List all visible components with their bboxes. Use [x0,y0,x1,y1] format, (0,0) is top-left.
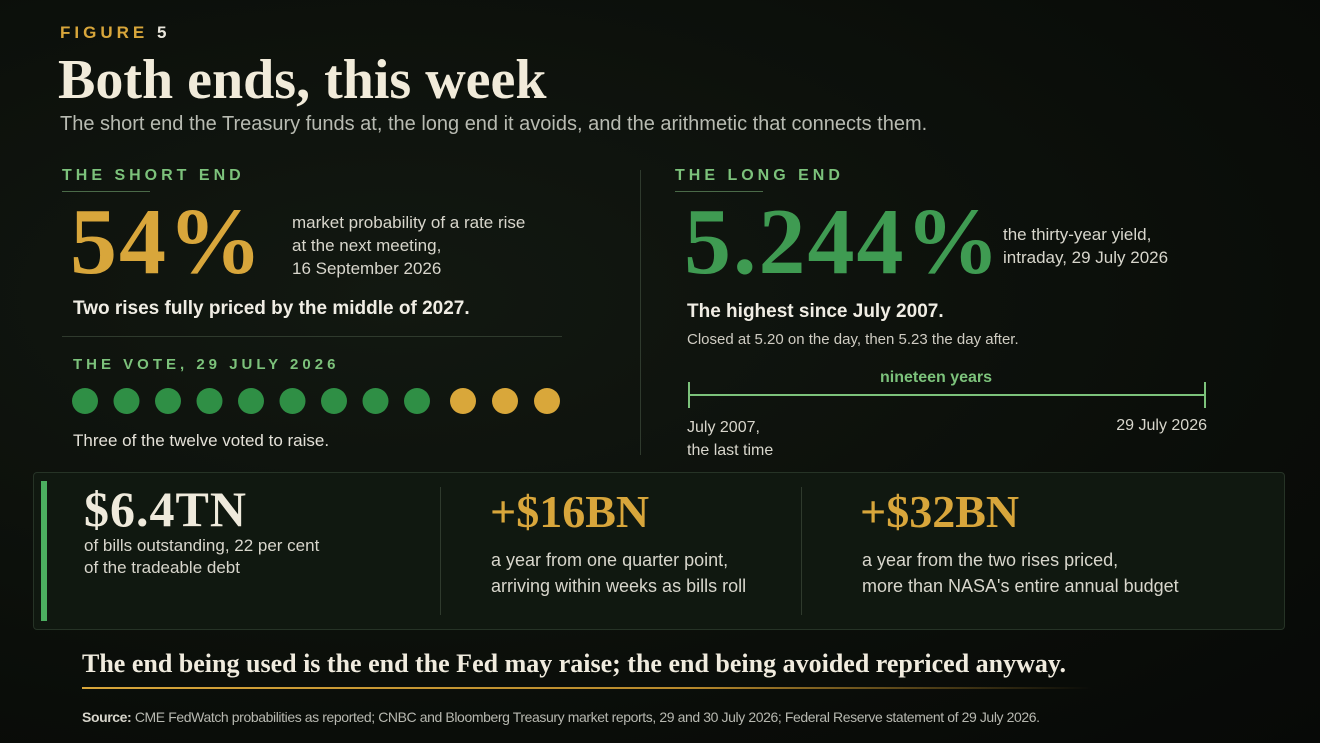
source-text: CME FedWatch probabilities as reported; … [134,709,1040,725]
vote-heading: THE VOTE, 29 JULY 2026 [73,356,340,373]
raise-dots [450,388,560,414]
note-line: of the tradeable debt [84,558,240,577]
stat-note: a year from the two rises priced, more t… [862,547,1179,599]
note-line: a year from the two rises priced, [862,550,1119,570]
vote-caption: Three of the twelve voted to raise. [73,431,330,450]
long-end-value: 5.244% [684,190,1002,294]
dot [72,388,98,414]
note-line: arriving within weeks as bills roll [491,576,747,596]
subtitle: The short end the Treasury funds at, the… [60,113,928,135]
conclusion-rule [82,687,1092,689]
rule [675,191,763,192]
long-end-detail: Closed at 5.20 on the day, then 5.23 the… [687,331,1019,348]
timeline-start-line: July 2007, [687,419,760,436]
hold-dots [72,388,430,414]
dot [534,388,560,414]
timeline-start: July 2007, the last time [687,416,773,462]
conclusion: The end being used is the end the Fed ma… [82,649,1066,678]
divider [62,336,562,337]
stat-value: +$16BN [490,486,650,537]
timeline [688,382,1206,408]
dot [196,388,223,414]
dot [450,388,476,414]
title: Both ends, this week [58,49,547,111]
dot [155,388,181,414]
figure-tag: FIGURE 5 [60,23,170,43]
note-line: of bills outstanding, 22 per cent [84,536,320,555]
note-line: intraday, 29 July 2026 [1003,248,1169,267]
dot [362,388,389,414]
source: Source: CME FedWatch probabilities as re… [82,709,1040,725]
timeline-span: nineteen years [879,369,993,386]
long-end-heading: THE LONG END [675,167,844,184]
note-line: 16 September 2026 [292,259,442,278]
note-line: at the next meeting, [292,236,442,255]
dot [492,388,518,414]
accent-bar [41,481,47,621]
note-line: a year from one quarter point, [491,550,729,570]
short-end-heading: THE SHORT END [62,167,245,184]
long-end-note: the thirty-year yield, intraday, 29 July… [1003,223,1168,269]
divider [801,487,802,615]
stat-note: of bills outstanding, 22 per cent of the… [84,535,319,579]
note-line: market probability of a rate rise [292,213,526,232]
dot [113,388,140,414]
timeline-start-line: the last time [687,442,774,459]
figure-label: FIGURE [60,23,149,42]
note-line: more than NASA's entire annual budget [862,576,1179,596]
short-end-value: 54% [70,190,264,294]
figure-number: 5 [156,23,171,42]
stats-panel [33,472,1285,630]
short-end-note: market probability of a rate rise at the… [292,211,525,280]
dot [404,388,430,414]
dot [321,388,347,414]
note-line: the thirty-year yield, [1003,225,1152,244]
short-end-summary: Two rises fully priced by the middle of … [73,298,470,319]
divider [640,170,641,455]
long-end-summary: The highest since July 2007. [687,301,944,322]
dot [238,388,264,414]
stat-note: a year from one quarter point, arriving … [491,547,746,599]
divider [440,487,441,615]
vote-dots [72,388,560,414]
stat-value: +$32BN [860,486,1020,537]
rule [62,191,150,192]
source-label: Source: [82,709,132,725]
stat-value: $6.4TN [84,481,247,537]
timeline-end: 29 July 2026 [1116,417,1207,434]
dot [279,388,306,414]
